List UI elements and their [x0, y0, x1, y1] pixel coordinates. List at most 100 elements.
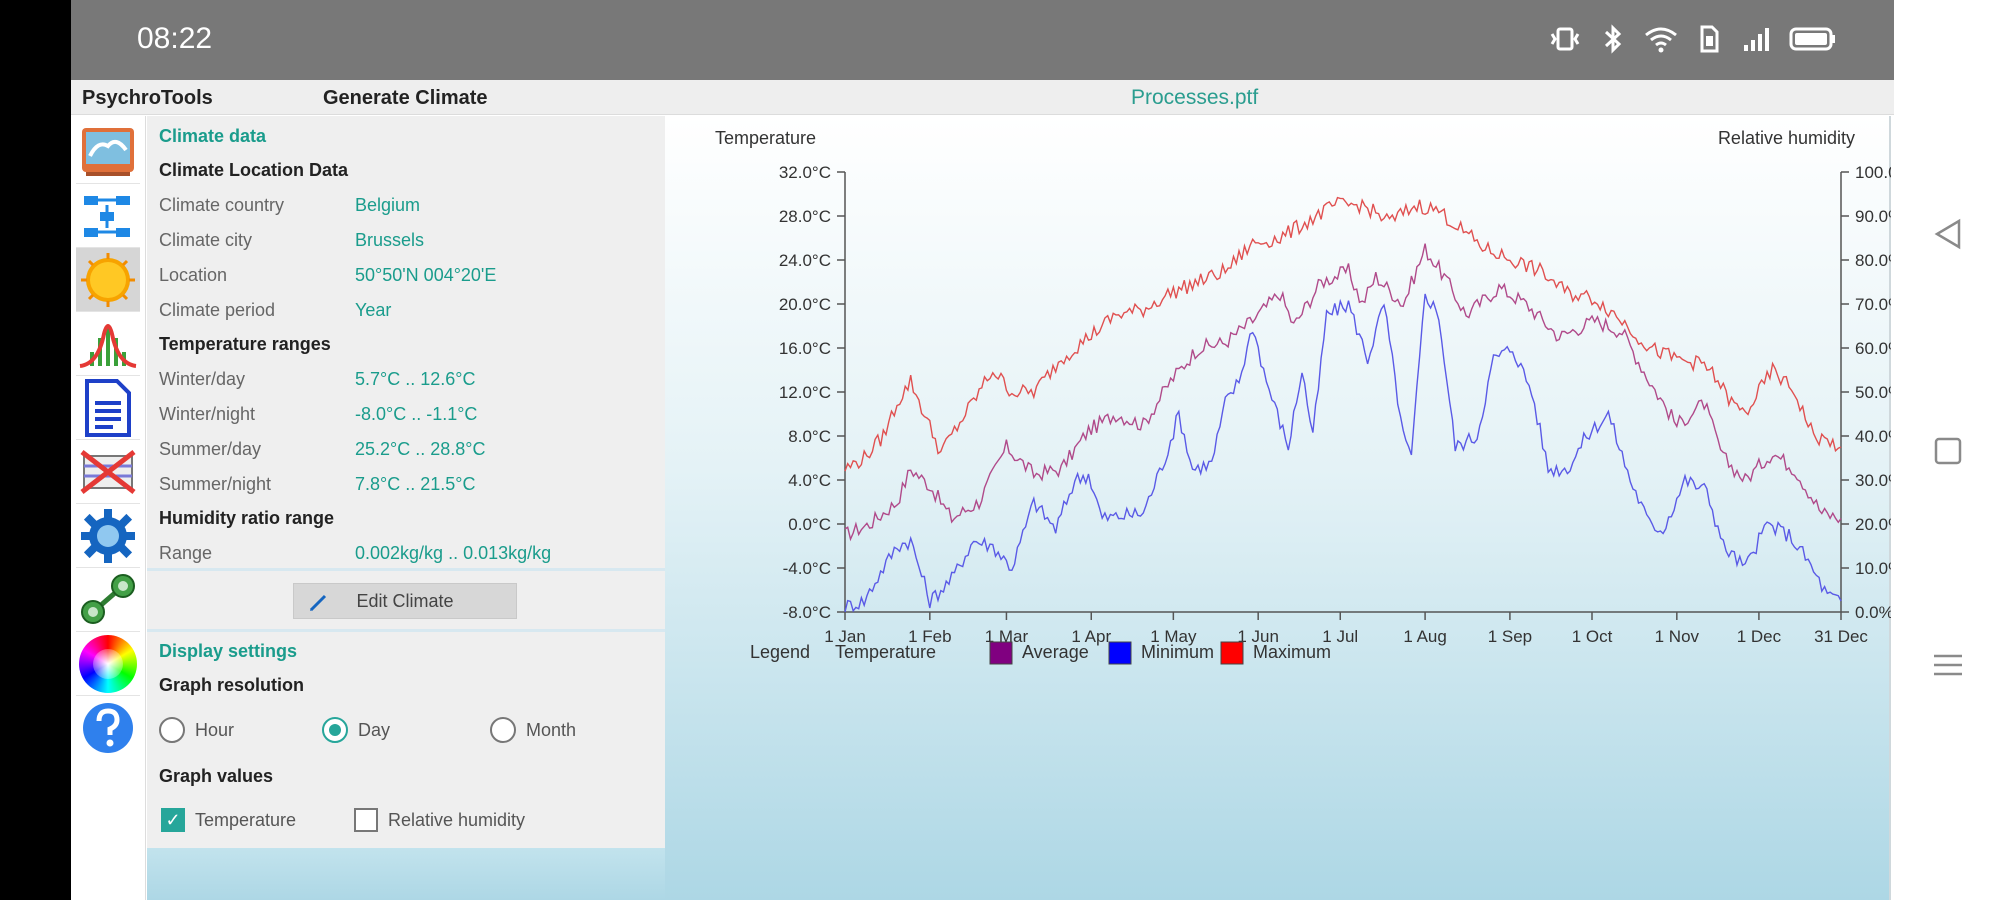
y2-axis-title: Relative humidity: [1718, 128, 1855, 148]
radio-day[interactable]: Day: [322, 717, 390, 743]
climate-chart[interactable]: Temperature Relative humidity 32.0°C 28.0°C…: [665, 116, 1891, 900]
series-line-maximum: [844, 196, 1842, 472]
y-tick-label: 12.0°C: [779, 383, 831, 402]
checkbox-relative-humidity[interactable]: Relative humidity: [354, 808, 525, 832]
pencil-icon: [309, 594, 327, 612]
y-tick-label: -8.0°C: [783, 603, 831, 622]
app-title-bar: PsychroTools Generate Climate Processes.…: [71, 80, 1894, 115]
y-tick-label: 8.0°C: [788, 427, 831, 446]
delete-icon: [80, 449, 136, 494]
x-tick-label: 1 May: [1150, 627, 1197, 646]
checkbox-temperature-box[interactable]: ✓: [161, 808, 185, 832]
y-axis-title: Temperature: [715, 128, 816, 148]
x-tick-label: 1 Jan: [824, 627, 866, 646]
climate-country-label: Climate country: [159, 195, 285, 215]
file-name[interactable]: Processes.ptf: [1131, 86, 1259, 109]
graph-values-subtitle: Graph values: [159, 766, 274, 786]
y-tick-label: 16.0°C: [779, 339, 831, 358]
climate-country-value[interactable]: Belgium: [355, 195, 421, 215]
radio-month-circle[interactable]: [490, 717, 516, 743]
x-tick-label: 31 Dec: [1814, 627, 1868, 646]
y2-tick-label: 20.0%: [1855, 515, 1891, 534]
x-tick-label: 1 Aug: [1403, 627, 1447, 646]
radio-month[interactable]: Month: [490, 717, 576, 743]
nav-recents-button[interactable]: [1924, 641, 1972, 689]
nav-back-button[interactable]: [1924, 210, 1972, 258]
sim-icon: [1692, 20, 1726, 58]
radio-month-label: Month: [526, 719, 577, 740]
y-tick-label: 0.0°C: [788, 515, 831, 534]
checkbox-temperature-label: Temperature: [195, 809, 297, 830]
climate-period-value[interactable]: Year: [355, 300, 392, 320]
y-tick-label: 24.0°C: [779, 251, 831, 270]
winter-day-label: Winter/day: [159, 369, 246, 389]
climate-city-value[interactable]: Brussels: [355, 230, 425, 250]
legend-group-label: Temperature: [835, 642, 936, 662]
section-divider: [147, 568, 665, 571]
tool-help[interactable]: [76, 696, 140, 760]
y-tick-label: 20.0°C: [779, 295, 831, 314]
humidity-ratio-subtitle: Humidity ratio range: [159, 508, 335, 528]
legend-entry-maximum: Maximum: [1253, 642, 1331, 662]
y2-tick-label: 100.0%: [1855, 163, 1891, 182]
y-tick-label: 4.0°C: [788, 471, 831, 490]
generate-climate-menu[interactable]: Generate Climate: [323, 87, 488, 109]
checkbox-temperature[interactable]: ✓ Temperature: [161, 808, 296, 832]
legend-swatch-maximum: [1220, 641, 1244, 665]
location-value[interactable]: 50°50'N 004°20'E: [355, 265, 497, 285]
tool-distribution[interactable]: [76, 312, 140, 376]
winter-night-value[interactable]: -8.0°C .. -1.1°C: [355, 404, 478, 424]
tool-share[interactable]: [76, 568, 140, 632]
radio-hour-circle[interactable]: [159, 717, 185, 743]
legend-entry-average: Average: [1022, 642, 1089, 662]
climate-data-title: Climate data: [159, 126, 267, 146]
recents-icon: [1934, 654, 1962, 676]
location-label: Location: [159, 265, 228, 285]
x-tick-label: 1 Nov: [1655, 627, 1700, 646]
location-subtitle: Climate Location Data: [159, 160, 349, 180]
app-name: PsychroTools: [82, 87, 213, 109]
tool-document[interactable]: [76, 376, 140, 440]
system-nav-bar: [1894, 0, 2003, 900]
y2-tick-label: 60.0%: [1855, 339, 1891, 358]
y-tick-label: -4.0°C: [783, 559, 831, 578]
summer-day-label: Summer/day: [159, 439, 262, 459]
graph-resolution-subtitle: Graph resolution: [159, 675, 305, 695]
y-tick-label: 32.0°C: [779, 163, 831, 182]
color-wheel-icon: [79, 634, 137, 693]
processes-icon: [84, 195, 130, 237]
tool-chart[interactable]: [76, 120, 140, 184]
device-screen: 08:22 PsychroTools Generate Climate: [71, 0, 1894, 900]
back-icon: [1934, 218, 1961, 250]
wifi-icon: [1644, 20, 1678, 58]
y2-tick-label: 90.0%: [1855, 207, 1891, 226]
y2-tick-label: 0.0%: [1855, 603, 1891, 622]
x-tick-label: 1 Jun: [1237, 627, 1279, 646]
vibrate-icon: [1548, 20, 1582, 58]
edit-climate-button[interactable]: Edit Climate: [293, 583, 517, 619]
legend-entry-minimum: Minimum: [1141, 642, 1214, 662]
y2-tick-label: 30.0%: [1855, 471, 1891, 490]
side-toolbar: [71, 116, 146, 900]
summer-night-value[interactable]: 7.8°C .. 21.5°C: [355, 474, 476, 494]
help-icon: [83, 703, 133, 753]
climate-sun-icon: [81, 252, 135, 307]
temperature-chart-svg: Temperature Relative humidity 32.0°C 28.0°C…: [715, 128, 1891, 665]
tool-color[interactable]: [76, 632, 140, 696]
tool-delete[interactable]: [76, 440, 140, 504]
checkbox-relative-humidity-label: Relative humidity: [388, 809, 526, 830]
summer-day-value[interactable]: 25.2°C .. 28.8°C: [355, 439, 486, 459]
tool-climate[interactable]: [76, 248, 140, 312]
panel-bottom-background: [147, 848, 665, 900]
legend-label: Legend: [750, 642, 810, 662]
radio-day-circle[interactable]: [322, 717, 348, 743]
y-tick-label: 28.0°C: [779, 207, 831, 226]
tool-processes[interactable]: [76, 184, 140, 248]
checkbox-relative-humidity-box[interactable]: [354, 808, 378, 832]
nav-home-button[interactable]: [1924, 427, 1972, 475]
winter-day-value[interactable]: 5.7°C .. 12.6°C: [355, 369, 476, 389]
settings-gear-icon: [81, 508, 135, 563]
humidity-range-value[interactable]: 0.002kg/kg .. 0.013kg/kg: [355, 543, 552, 563]
tool-settings[interactable]: [76, 504, 140, 568]
radio-hour[interactable]: Hour: [159, 717, 234, 743]
